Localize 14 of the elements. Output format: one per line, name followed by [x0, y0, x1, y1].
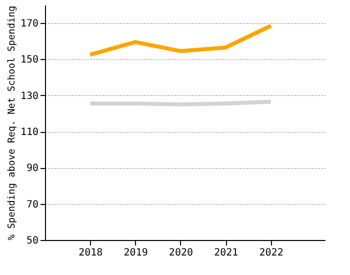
x-tick-label: 2018 [78, 248, 103, 258]
x-tick-label: 2022 [259, 248, 284, 258]
y-tick-label: 170 [20, 18, 38, 30]
y-tick-label: 110 [20, 127, 38, 138]
x-tick-label: 2020 [168, 248, 194, 258]
y-tick-label: 150 [20, 54, 38, 66]
x-tick-label: 2019 [124, 248, 148, 258]
y-tick-label: 50 [26, 236, 38, 246]
line-series [88, 24, 273, 57]
y-axis-title: % Spending above Req. Net School Spending [6, 6, 18, 240]
y-tick-label: 90 [26, 163, 38, 174]
y-tick-label: 70 [26, 199, 38, 210]
y-tick-label: 130 [20, 90, 38, 102]
x-tick-label: 2021 [214, 248, 238, 258]
